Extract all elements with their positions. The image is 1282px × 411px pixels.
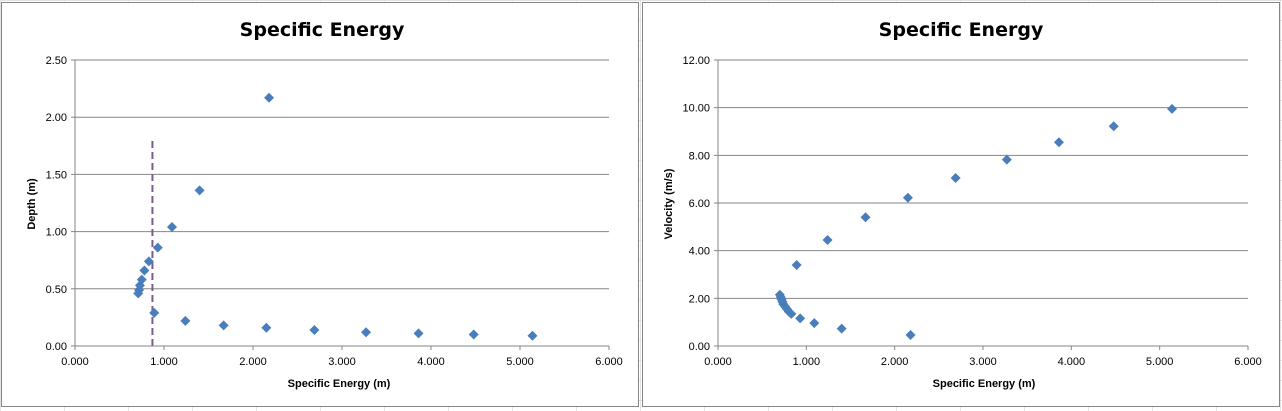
data-point — [791, 259, 802, 270]
y-tick-label: 4.00 — [689, 246, 710, 258]
data-point — [795, 313, 806, 324]
data-point — [1001, 154, 1012, 165]
data-point — [1053, 137, 1064, 148]
x-axis-label: Specific Energy (m) — [933, 378, 1036, 390]
y-tick-label: 2.00 — [689, 293, 710, 305]
x-tick-label: 1.000 — [793, 356, 821, 368]
y-tick-label: 2.00 — [46, 112, 67, 124]
y-tick-label: 6.00 — [689, 198, 710, 210]
data-point — [413, 328, 424, 339]
x-tick-label: 6.000 — [1234, 356, 1262, 368]
chart-title: Specific Energy — [879, 19, 1044, 41]
velocity-chart-panel: Specific Energy 0.00 2.00 4.00 6.00 8.00 10.0… — [642, 2, 1280, 407]
x-tick-label: 3.000 — [969, 356, 997, 368]
data-point — [809, 318, 820, 329]
y-tick-label: 10.00 — [682, 103, 710, 115]
data-point — [905, 330, 916, 341]
data-point — [822, 234, 833, 245]
y-tick-label: 0.50 — [46, 284, 67, 296]
data-point — [152, 242, 163, 253]
data-point — [218, 320, 229, 331]
data-point — [167, 222, 178, 233]
data-point — [261, 322, 272, 333]
data-point — [774, 289, 785, 300]
y-tick-label: 2.50 — [46, 55, 67, 67]
data-point — [527, 330, 538, 341]
data-point — [143, 256, 154, 267]
depth-chart-panel: Specific Energy 0.00 0.50 1.00 1.50 2.00 2.50… — [1, 2, 639, 407]
depth-chart: Specific Energy 0.00 0.50 1.00 1.50 2.00 2.50… — [26, 19, 623, 390]
x-tick-label: 5.000 — [1146, 356, 1174, 368]
data-point — [180, 315, 191, 326]
data-point — [860, 212, 871, 223]
y-axis-label: Depth (m) — [26, 178, 38, 230]
y-tick-label: 0.00 — [689, 341, 710, 353]
data-point — [309, 324, 320, 335]
data-point — [902, 192, 913, 203]
data-point — [1167, 103, 1178, 114]
x-tick-label: 6.000 — [595, 356, 623, 368]
data-point — [264, 92, 275, 103]
x-tick-label: 0.000 — [704, 356, 732, 368]
x-tick-label: 5.000 — [506, 356, 534, 368]
y-axis-label: Velocity (m/s) — [663, 168, 675, 239]
data-point — [194, 185, 205, 196]
x-tick-label: 2.000 — [881, 356, 909, 368]
x-tick-label: 4.000 — [417, 356, 445, 368]
y-tick-label: 1.50 — [46, 169, 67, 181]
x-axis-label: Specific Energy (m) — [288, 378, 391, 390]
data-point — [133, 288, 144, 299]
y-tick-label: 8.00 — [689, 150, 710, 162]
x-tick-label: 0.000 — [61, 356, 89, 368]
data-point — [361, 327, 372, 338]
data-point — [1108, 121, 1119, 132]
data-point — [139, 265, 150, 276]
data-point — [468, 329, 479, 340]
x-tick-label: 2.000 — [239, 356, 267, 368]
y-tick-label: 1.00 — [46, 227, 67, 239]
y-tick-label: 12.00 — [682, 55, 710, 67]
x-tick-label: 4.000 — [1058, 356, 1086, 368]
data-point — [149, 307, 160, 318]
x-tick-label: 3.000 — [328, 356, 356, 368]
x-tick-label: 1.000 — [150, 356, 178, 368]
data-point — [836, 323, 847, 334]
data-point — [950, 172, 961, 183]
chart-title: Specific Energy — [240, 19, 405, 41]
data-point — [786, 308, 797, 319]
y-tick-label: 0.00 — [46, 341, 67, 353]
velocity-chart: Specific Energy 0.00 2.00 4.00 6.00 8.00 10.0… — [663, 19, 1262, 390]
